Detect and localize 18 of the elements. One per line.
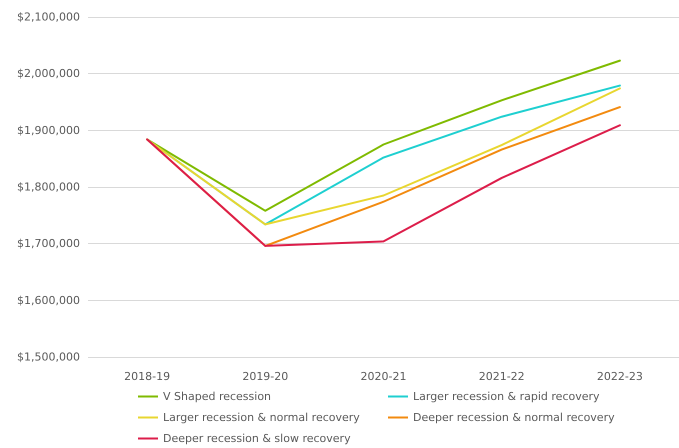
legend-label: Deeper recession & slow recovery: [163, 432, 352, 445]
y-tick-label: $2,000,000: [17, 67, 80, 80]
x-tick-label: 2020-21: [360, 370, 406, 383]
y-tick-label: $1,500,000: [17, 350, 80, 364]
y-tick-label: $2,100,000: [17, 10, 80, 24]
x-tick-label: 2022-23: [596, 370, 643, 383]
y-tick-label: $1,900,000: [17, 124, 80, 137]
x-tick-label: 2018-19: [124, 370, 170, 383]
y-tick-label: $1,800,000: [17, 180, 80, 194]
legend-label: Larger recession & rapid recovery: [413, 390, 600, 403]
legend-label: Larger recession & normal recovery: [163, 411, 360, 424]
y-tick-label: $1,600,000: [17, 294, 80, 307]
legend-label: V Shaped recession: [163, 390, 272, 403]
legend-label: Deeper recession & normal recovery: [413, 411, 616, 424]
x-tick-label: 2019-20: [242, 370, 288, 383]
x-tick-label: 2021-22: [478, 370, 525, 383]
line-series: [146, 60, 621, 212]
y-tick-label: $1,700,000: [17, 237, 80, 250]
